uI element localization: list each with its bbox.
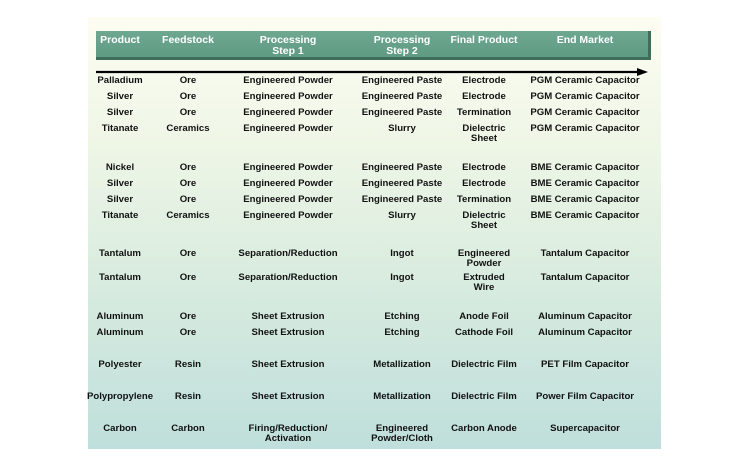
header-cell: Feedstock — [162, 34, 214, 46]
table-cell: Engineered Powder — [243, 194, 333, 205]
table-cell: Metallization — [373, 359, 431, 370]
table-cell: Engineered Powder — [243, 123, 333, 134]
table-cell: Polyester — [98, 359, 142, 370]
table-cell: Sheet Extrusion — [251, 359, 325, 370]
table-cell: Dielectric Sheet — [462, 123, 506, 144]
table-cell: Tantalum — [99, 248, 141, 259]
table-cell: Resin — [174, 391, 202, 402]
table-cell: Slurry — [388, 210, 416, 221]
table-cell: Dielectric Film — [451, 359, 517, 370]
table-cell: Cathode Foil — [454, 327, 514, 338]
table-cell: Nickel — [105, 162, 135, 173]
table-cell: Dielectric Sheet — [462, 210, 506, 231]
table-cell: Ore — [179, 248, 197, 259]
table-cell: Tantalum Capacitor — [540, 248, 630, 259]
table-cell: Polypropylene — [86, 391, 154, 402]
table-cell: Engineered Paste — [361, 75, 443, 86]
table-cell: Ore — [179, 75, 197, 86]
table-cell: Aluminum — [96, 327, 144, 338]
table-cell: Sheet Extrusion — [251, 391, 325, 402]
table-cell: Electrode — [462, 91, 506, 102]
table-cell: Separation/Reduction — [238, 272, 338, 283]
table-cell: Silver — [106, 178, 134, 189]
table-cell: Termination — [456, 194, 512, 205]
table-cell: Ceramics — [166, 123, 210, 134]
table-cell: Aluminum Capacitor — [538, 327, 632, 338]
table-cell: Silver — [106, 194, 134, 205]
table-cell: Dielectric Film — [451, 391, 517, 402]
table-cell: Engineered Powder — [243, 75, 333, 86]
table-cell: Engineered Paste — [361, 178, 443, 189]
table-cell: Engineered Powder — [243, 210, 333, 221]
table-cell: Etching — [384, 327, 420, 338]
table-cell: Ore — [179, 327, 197, 338]
table-cell: Etching — [384, 311, 420, 322]
header-cell: Final Product — [450, 34, 518, 46]
table-cell: Sheet Extrusion — [251, 327, 325, 338]
table-cell: Silver — [106, 91, 134, 102]
table-cell: PGM Ceramic Capacitor — [530, 123, 640, 134]
table-cell: Engineered Paste — [361, 91, 443, 102]
header-cell: Processing Step 2 — [373, 34, 431, 57]
table-cell: Sheet Extrusion — [251, 311, 325, 322]
header-cell: Product — [100, 34, 140, 46]
table-cell: Carbon Anode — [451, 423, 517, 434]
table-cell: BME Ceramic Capacitor — [530, 178, 640, 189]
table-cell: Power Film Capacitor — [535, 391, 635, 402]
table-cell: Metallization — [373, 391, 431, 402]
table-cell: PGM Ceramic Capacitor — [530, 107, 640, 118]
table-cell: PGM Ceramic Capacitor — [530, 91, 640, 102]
table-cell: Resin — [174, 359, 202, 370]
table-cell: Separation/Reduction — [238, 248, 338, 259]
table-cell: Electrode — [462, 162, 506, 173]
table-header-bar — [96, 31, 651, 60]
process-flow-arrow — [96, 68, 648, 76]
table-cell: BME Ceramic Capacitor — [530, 162, 640, 173]
slide: Product Feedstock Processing Step 1 Processi… — [87, 17, 661, 449]
table-cell: BME Ceramic Capacitor — [530, 194, 640, 205]
table-cell: Engineered Powder — [243, 162, 333, 173]
table-cell: Aluminum Capacitor — [538, 311, 632, 322]
table-cell: Slurry — [388, 123, 416, 134]
table-cell: Ingot — [390, 248, 414, 259]
table-cell: Ore — [179, 194, 197, 205]
table-cell: Ore — [179, 107, 197, 118]
table-cell: Supercapacitor — [550, 423, 620, 434]
table-cell: Titanate — [101, 210, 139, 221]
table-cell: Engineered Powder — [457, 248, 511, 269]
table-cell: Carbon — [103, 423, 137, 434]
table-cell: Aluminum — [96, 311, 144, 322]
table-cell: PET Film Capacitor — [541, 359, 629, 370]
table-cell: Ore — [179, 178, 197, 189]
table-cell: Ore — [179, 272, 197, 283]
table-cell: Termination — [456, 107, 512, 118]
table-cell: Engineered Paste — [361, 107, 443, 118]
table-cell: Engineered Powder/Cloth — [371, 423, 433, 444]
table-cell: Engineered Paste — [361, 162, 443, 173]
table-cell: Ingot — [390, 272, 414, 283]
header-cell: Processing Step 1 — [259, 34, 317, 57]
table-cell: Tantalum — [99, 272, 141, 283]
table-cell: Ceramics — [166, 210, 210, 221]
table-cell: Electrode — [462, 178, 506, 189]
table-cell: BME Ceramic Capacitor — [530, 210, 640, 221]
table-cell: Engineered Paste — [361, 194, 443, 205]
table-cell: PGM Ceramic Capacitor — [530, 75, 640, 86]
header-cell: End Market — [556, 34, 614, 46]
table-cell: Electrode — [462, 75, 506, 86]
table-cell: Firing/Reduction/Activation — [248, 423, 328, 444]
table-cell: Ore — [179, 311, 197, 322]
table-cell: Extruded Wire — [463, 272, 505, 293]
table-cell: Silver — [106, 107, 134, 118]
table-cell: Titanate — [101, 123, 139, 134]
table-cell: Tantalum Capacitor — [540, 272, 630, 283]
table-cell: Ore — [179, 91, 197, 102]
table-cell: Palladium — [97, 75, 143, 86]
table-cell: Anode Foil — [459, 311, 509, 322]
table-cell: Ore — [179, 162, 197, 173]
table-cell: Carbon — [171, 423, 205, 434]
table-cell: Engineered Powder — [243, 107, 333, 118]
table-cell: Engineered Powder — [243, 91, 333, 102]
table-cell: Engineered Powder — [243, 178, 333, 189]
